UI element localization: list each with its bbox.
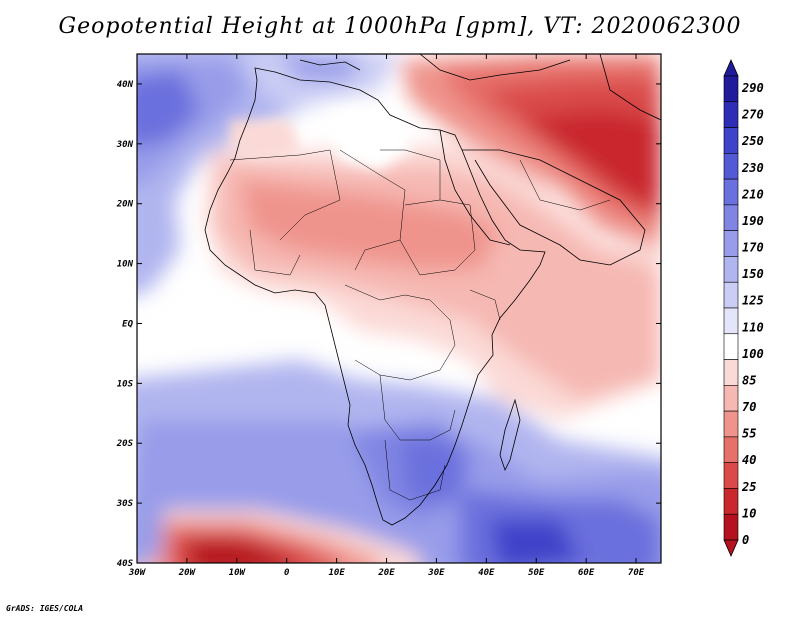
colorbar-swatch [723, 178, 739, 206]
colorbar-label: 25 [741, 480, 756, 494]
colorbar-label: 270 [741, 108, 764, 122]
lon-tick-label: 30W [128, 568, 147, 578]
height-field [137, 54, 661, 563]
lon-tick-label: 60E [578, 568, 595, 578]
colorbar-label: 250 [741, 134, 764, 148]
lat-tick-label: EQ [122, 319, 133, 329]
colorbar-label: 150 [742, 267, 764, 281]
footer-credit: GrADS: IGES/COLA [6, 604, 84, 613]
colorbar-swatch [723, 462, 739, 489]
lon-tick-label: 40E [478, 568, 495, 578]
colorbar-swatch [723, 410, 739, 438]
lat-tick-label: 40S [117, 559, 134, 569]
lon-tick-label: 0 [284, 568, 290, 578]
colorbar-label: 170 [742, 241, 764, 255]
lat-tick-label: 10N [117, 260, 134, 270]
colorbar-label: 190 [742, 214, 764, 228]
colorbar-swatch [723, 333, 739, 360]
colorbar: 2902702502302101901701501251101008570554… [723, 59, 764, 557]
map-title: Geopotential Height at 1000hPa [gpm], VT… [58, 14, 742, 39]
lat-tick-label: 30S [116, 499, 134, 509]
colorbar-swatch [723, 127, 739, 154]
colorbar-label: 0 [742, 533, 749, 547]
colorbar-swatch [723, 230, 739, 257]
colorbar-label: 230 [741, 161, 764, 175]
colorbar-top-arrow [723, 59, 739, 77]
lat-tick-label: 20N [116, 200, 134, 210]
lon-tick-label: 20E [377, 568, 395, 578]
plot-frame [136, 53, 662, 564]
colorbar-label: 100 [742, 347, 764, 361]
colorbar-label: 10 [742, 506, 756, 520]
colorbar-swatch [723, 101, 739, 128]
colorbar-label: 110 [742, 320, 764, 334]
longitude-axis: 30W 20W 10W 0 10E 20E 30E 40E 50E 60E 70E [128, 54, 645, 578]
colorbar-swatch [723, 281, 739, 309]
colorbar-swatch [723, 488, 739, 515]
colorbar-label: 125 [742, 294, 764, 308]
colorbar-label: 40 [742, 453, 756, 467]
colorbar-label: 290 [741, 81, 764, 95]
colorbar-swatch [723, 204, 739, 231]
colorbar-label: 85 [742, 373, 756, 387]
lat-tick-label: 30N [116, 140, 134, 150]
lon-tick-label: 70E [628, 568, 645, 578]
country-borders [229, 149, 611, 501]
lat-tick-label: 40N [117, 80, 134, 90]
lon-tick-label: 10W [229, 568, 247, 578]
lon-tick-label: 50E [528, 568, 545, 578]
colorbar-swatch [723, 307, 739, 335]
lon-tick-label: 10E [328, 568, 345, 578]
colorbar-swatch [723, 385, 739, 412]
colorbar-label: 70 [742, 400, 756, 414]
latitude-axis: 40N 30N 20N 10N EQ 10S 20S 30S 40S [116, 80, 661, 569]
colorbar-swatch [723, 256, 739, 283]
colorbar-label: 55 [742, 427, 756, 441]
colorbar-bottom-arrow [723, 539, 739, 557]
colorbar-swatch [723, 359, 739, 386]
lat-tick-label: 10S [117, 379, 134, 389]
colorbar-swatch [723, 513, 739, 541]
lon-tick-label: 20W [178, 568, 197, 578]
colorbar-swatch [723, 153, 739, 180]
lon-tick-label: 30E [427, 568, 445, 578]
colorbar-label: 210 [741, 187, 764, 201]
colorbar-swatch [723, 436, 739, 463]
colorbar-swatch [723, 75, 739, 103]
lat-tick-label: 20S [116, 439, 134, 449]
coastlines [204, 54, 661, 526]
